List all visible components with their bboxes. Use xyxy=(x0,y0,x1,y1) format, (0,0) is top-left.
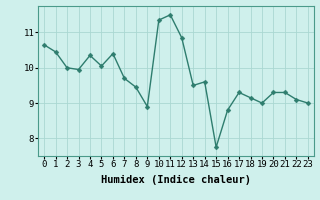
X-axis label: Humidex (Indice chaleur): Humidex (Indice chaleur) xyxy=(101,175,251,185)
